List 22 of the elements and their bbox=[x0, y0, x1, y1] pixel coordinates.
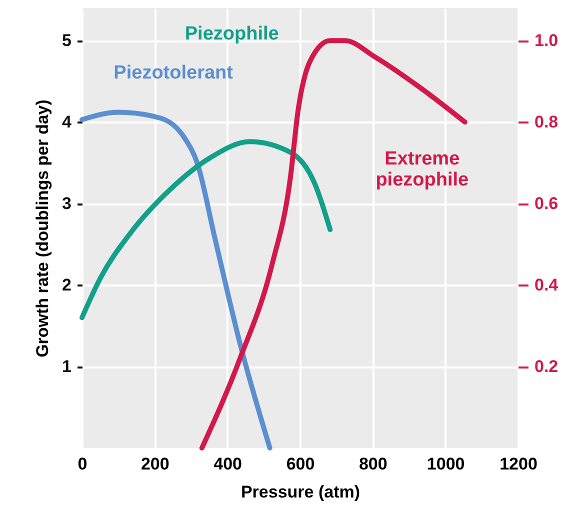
y-tick-label: 5 bbox=[62, 31, 72, 50]
y2-tick-label: 0.6 bbox=[534, 194, 558, 214]
series-label: Extreme piezophile bbox=[376, 148, 469, 191]
y-tick-label: 2 bbox=[62, 276, 72, 295]
y-tick-label: 4 bbox=[62, 112, 72, 132]
y2-tick-label: 0.2 bbox=[534, 357, 558, 376]
x-tick-label: 400 bbox=[214, 454, 242, 474]
x-tick-label: 600 bbox=[286, 454, 315, 474]
y-tick-label: 3 bbox=[62, 194, 72, 214]
x-tick-label: 200 bbox=[140, 454, 170, 474]
x-tick-label: 1000 bbox=[426, 454, 465, 474]
y-tick-label: 1 bbox=[62, 357, 72, 376]
x-tick-label: 800 bbox=[358, 454, 388, 474]
text: Piezophile bbox=[184, 24, 279, 45]
y-axis-title: Growth rate (doublings per day) bbox=[33, 100, 52, 358]
x-axis-title: Pressure (atm) bbox=[240, 482, 360, 502]
x-tick-label: 1200 bbox=[500, 454, 538, 474]
y2-tick-label: 0.8 bbox=[534, 112, 558, 132]
y2-tick-label: 1.0 bbox=[534, 31, 558, 50]
x-tick-label: 0 bbox=[78, 454, 88, 474]
series-label: Piezotolerant bbox=[114, 62, 234, 84]
y2-tick-label: 0.4 bbox=[534, 276, 559, 295]
